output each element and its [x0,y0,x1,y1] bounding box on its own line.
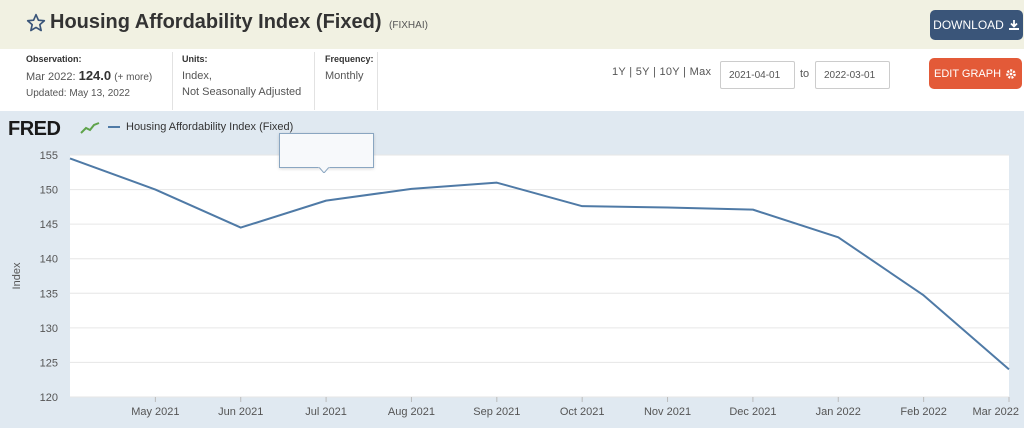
fred-logo[interactable]: FRED [8,118,61,140]
star-icon[interactable] [26,13,46,33]
x-tick-label: Sep 2021 [473,406,520,418]
line-chart[interactable]: 120 125 130 135 140 145 150 155 May 2021 Jun 2021… [0,111,1024,428]
title-bar: Housing Affordability Index (Fixed) (FIX… [0,0,1024,49]
x-tick-label: Jun 2021 [218,406,263,418]
units-line1: Index, [182,70,212,82]
chart-legend: Housing Affordability Index (Fixed) [108,121,293,133]
y-tick-label: 155 [40,150,58,162]
series-line [69,157,1010,371]
x-tick-label: Mar 2022 [973,406,1019,418]
units-line2: Not Seasonally Adjusted [182,86,302,98]
observation-row: Mar 2022: 124.0 (+ more) [26,68,152,86]
edit-graph-label: EDIT GRAPH [933,67,1002,80]
observation-value: 124.0 [78,68,112,83]
download-label: DOWNLOAD [933,18,1004,32]
y-tick-label: 145 [40,219,58,231]
y-axis-label: Index [11,262,23,289]
plot-background [70,155,1009,397]
page-title: Housing Affordability Index (Fixed) (FIX… [50,11,428,34]
range-1y[interactable]: 1Y [612,66,626,78]
download-button[interactable]: DOWNLOAD [930,10,1023,40]
x-tick-label: Feb 2022 [900,406,946,418]
units-block: Units: Index, Not Seasonally Adjusted [182,54,301,100]
gear-icon [1006,68,1016,79]
observation-more-link[interactable]: (+ more) [114,72,153,83]
to-label: to [800,68,810,80]
fred-logo-icon [80,122,100,134]
x-tick-label: May 2021 [131,406,179,418]
chart-area: 120 125 130 135 140 145 150 155 May 2021 Jun 2021… [0,111,1024,428]
y-tick-label: 150 [40,185,58,197]
x-tick-label: Nov 2021 [644,406,691,418]
updated-date: Updated: May 13, 2022 [26,88,130,99]
start-date-input[interactable] [720,61,795,89]
x-tick-label: Dec 2021 [729,406,776,418]
tooltip-arrow [318,166,330,173]
range-max[interactable]: Max [689,66,712,78]
edit-graph-button[interactable]: EDIT GRAPH [929,58,1022,89]
observation-label: Observation: [26,54,82,64]
legend-label: Housing Affordability Index (Fixed) [126,121,294,133]
x-tick-label: Aug 2021 [388,406,435,418]
observation-block: Observation: Mar 2022: 124.0 (+ more) Up… [26,54,152,102]
divider [314,52,315,110]
chart-tooltip [279,133,374,168]
y-tick-label: 135 [40,288,58,300]
y-tick-label: 120 [40,392,58,404]
legend-swatch [108,126,120,128]
series-id: (FIXHAI) [389,20,428,31]
frequency-block: Frequency: Monthly [325,54,374,84]
y-tick-label: 140 [40,254,58,266]
observation-date: Mar 2022: [26,71,76,83]
frequency-label: Frequency: [325,54,374,64]
range-5y[interactable]: 5Y [635,66,650,78]
download-icon [1008,20,1019,30]
x-tick-label: Oct 2021 [560,406,605,418]
series-title: Housing Affordability Index (Fixed) [50,11,382,33]
units-label: Units: [182,54,208,64]
divider [377,52,378,110]
end-date-input[interactable] [815,61,890,89]
y-tick-label: 125 [40,357,58,369]
range-selector: 1Y | 5Y | 10Y | Max [612,66,712,78]
x-tick-label: Jan 2022 [816,406,861,418]
frequency-value: Monthly [325,70,364,82]
range-10y[interactable]: 10Y [659,66,680,78]
divider [172,52,173,110]
y-tick-label: 130 [40,323,58,335]
x-tick-label: Jul 2021 [305,406,347,418]
